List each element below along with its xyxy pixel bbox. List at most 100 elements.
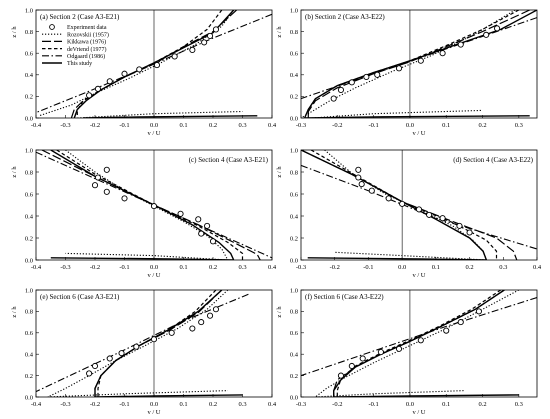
experiment-point [150,203,158,210]
y-tick-label: 0.8 [25,169,33,176]
y-tick-label: 0.0 [25,115,33,122]
y-tick-label: 1.0 [290,287,298,294]
panel-title: (c) Section 4 (Case A3-E21) [189,156,269,164]
x-tick-label: -0.3 [296,264,306,271]
chart-panel-6: -0.3 -0.2 -0.1 0.0 0.1 0.2 0.3 0.0 0.2 0.4 0.6 0.8 1… [276,287,538,416]
y-axis-label: z / h [276,306,283,318]
series-line-shortdash-2 [307,10,520,118]
experiment-point [118,350,125,357]
series-line-solid-4 [303,10,537,118]
chart-panel-1: -0.4 -0.3 -0.2 -0.1 0.0 0.1 0.2 0.3 0.4 0.0 0.2 0.4… [11,7,277,137]
x-tick-label: -0.1 [368,122,378,129]
y-axis-label: z / h [276,26,283,38]
series-line-shortdash-2 [97,290,217,397]
experiment-point [168,329,175,336]
x-tick-label: 0.0 [398,264,406,271]
series-line-dashdot-3 [36,13,272,114]
series-line-solid-5 [50,257,234,260]
experiment-point [195,216,202,223]
x-tick-label: -0.3 [60,122,70,129]
experiment-point [456,222,463,229]
experiment-point [355,174,362,181]
x-tick-label: 0.2 [209,122,217,129]
x-tick-label: -0.1 [363,264,373,271]
y-tick-label: 0.2 [290,94,298,101]
experiment-point [86,370,93,377]
experiment-point [395,65,403,72]
x-axis-label: v / U [413,130,426,137]
experiment-point [212,26,219,33]
x-tick-label: 0.2 [209,264,217,271]
x-tick-label: 0.3 [515,401,523,408]
panel-title: (d) Section 4 (Case A3-E22) [453,156,533,164]
y-tick-label: 0.4 [290,213,299,220]
experiment-point [121,70,128,77]
x-tick-label: 0.0 [406,122,414,129]
series-line-shortdash-2 [310,150,498,260]
x-tick-label: 0.2 [478,401,486,408]
plot-frame [300,289,538,398]
experiment-point [348,362,355,370]
x-tick-label: 0.0 [150,264,158,271]
experiment-point [171,53,178,60]
experiment-point [206,32,214,39]
chart-panel-4: -0.3 -0.2 -0.1 0.0 0.1 0.2 0.3 0.4 0.0 0.2 0.4 0.6 0… [276,147,542,279]
series-line-shortdash-2 [56,150,244,260]
series-line-solid-4 [50,150,235,260]
panel-title: (f) Section 6 (Case A3-E22) [305,293,384,301]
experiment-point [201,39,208,46]
series-line-dotted-0 [301,10,516,118]
experiment-point [363,73,370,81]
panel-title: (b) Section 2 (Case A3-E22) [305,13,385,21]
y-tick-label: 0.6 [290,191,299,198]
experiment-point [121,195,128,202]
y-tick-label: 0.0 [25,257,33,264]
experiment-point [153,62,160,69]
experiment-point [494,25,501,32]
experiment-point [177,210,184,217]
experiment-point [457,41,464,48]
series-line-dashdot-3 [36,151,272,259]
experiment-point [439,215,446,222]
x-tick-label: 0.4 [268,264,277,271]
x-tick-label: -0.2 [90,401,100,408]
series-line-longdash-1 [333,290,505,397]
y-tick-label: 0.4 [25,72,34,79]
x-tick-label: -0.1 [119,264,129,271]
x-tick-label: 0.3 [515,122,523,129]
experiment-point [103,188,110,195]
series-line-solid-5 [304,115,530,118]
y-tick-label: 0.0 [25,394,33,401]
series-group [36,10,272,118]
experiment-point [212,306,219,313]
experiment-point [359,355,366,362]
x-tick-label: 0.1 [179,264,187,271]
x-axis-label: v / U [148,272,161,279]
x-tick-label: -0.4 [31,122,42,129]
experiment-point [206,312,214,319]
plot-frame [300,9,538,119]
chart-panel-3: -0.4 -0.3 -0.2 -0.1 0.0 0.1 0.2 0.3 0.4 0.0 0.2 0.4… [11,147,277,279]
x-tick-label: -0.3 [296,401,306,408]
y-tick-label: 0.6 [25,330,34,337]
x-tick-label: 0.1 [432,264,440,271]
y-tick-label: 0.4 [290,72,299,79]
series-line-solid-4 [333,290,505,397]
legend-label: Kikkawa (1976) [67,39,106,46]
series-line-solid-5 [83,115,258,118]
series-line-longdash-1 [94,290,223,397]
x-tick-label: 0.3 [238,122,246,129]
x-tick-label: -0.1 [119,401,129,408]
experiment-point [374,71,381,78]
x-axis-label: v / U [148,130,161,137]
experiment-point [443,327,450,334]
x-tick-label: 0.1 [442,122,450,129]
series-line-dotted-6 [77,110,243,118]
x-tick-label: 0.0 [150,122,158,129]
y-axis-label: z / h [11,306,18,318]
series-line-dotted-0 [65,150,229,260]
x-tick-label: -0.2 [90,122,100,129]
legend-label: Rozovskii (1957) [67,31,109,38]
y-axis-label: z / h [11,26,18,38]
experiment-point [457,319,464,326]
